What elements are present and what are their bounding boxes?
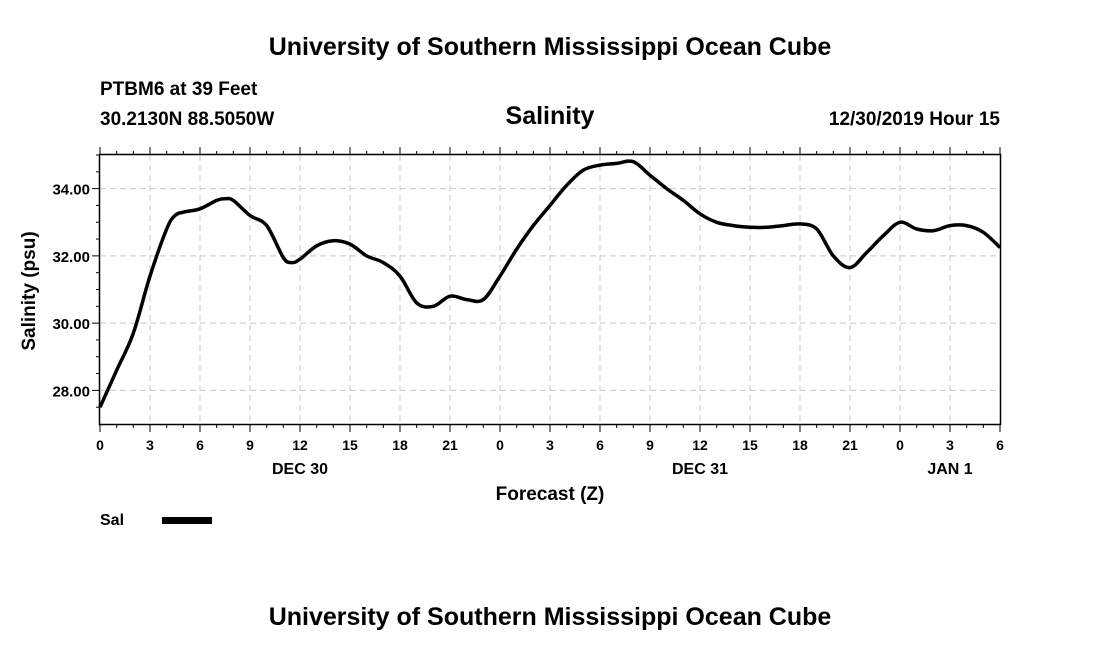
- x-tick-label: 6: [596, 437, 604, 453]
- x-tick-label: 9: [246, 437, 254, 453]
- x-tick-label: 18: [392, 437, 408, 453]
- x-tick-label: 21: [842, 437, 858, 453]
- series-line-sal: [98, 159, 1002, 408]
- x-tick-label: 12: [692, 437, 708, 453]
- axes: 28.00 30.00 32.00 34.00 0 3 6 9 12 15 18 21 0 3 6 9 12 15…: [52, 147, 1004, 478]
- x-tick-label: 15: [742, 437, 758, 453]
- series-layer: [98, 159, 1002, 408]
- x-tick-label: 21: [442, 437, 458, 453]
- legend-label: Sal: [100, 512, 124, 529]
- y-tick-label: 34.00: [52, 182, 90, 199]
- x-tick-label: 12: [292, 437, 308, 453]
- date-hour-label: 12/30/2019 Hour 15: [829, 109, 1001, 130]
- x-tick-label: 0: [496, 437, 504, 453]
- x-tick-label: 6: [996, 437, 1004, 453]
- x-axis-label: Forecast (Z): [496, 484, 605, 505]
- x-day-label: DEC 31: [672, 461, 728, 478]
- x-tick-label: 9: [646, 437, 654, 453]
- y-tick-label: 32.00: [52, 249, 90, 266]
- y-axis-label: Salinity (psu): [19, 231, 40, 350]
- x-tick-label: 18: [792, 437, 808, 453]
- x-tick-label: 3: [546, 437, 554, 453]
- x-tick-label: 3: [146, 437, 154, 453]
- x-tick-label: 0: [96, 437, 104, 453]
- grid: [100, 155, 1000, 424]
- y-tick-label: 28.00: [52, 383, 90, 400]
- x-tick-label: 6: [196, 437, 204, 453]
- chart-title: Salinity: [506, 102, 595, 130]
- x-day-label: DEC 30: [272, 461, 328, 478]
- footer-title: University of Southern Mississippi Ocean…: [269, 603, 832, 631]
- y-tick-label: 30.00: [52, 316, 90, 333]
- station-label: PTBM6 at 39 Feet: [100, 79, 258, 100]
- x-tick-label: 0: [896, 437, 904, 453]
- header-title: University of Southern Mississippi Ocean…: [269, 33, 832, 61]
- coords-label: 30.2130N 88.5050W: [100, 109, 274, 130]
- x-tick-label: 15: [342, 437, 358, 453]
- x-day-label: JAN 1: [927, 461, 972, 478]
- x-tick-label: 3: [946, 437, 954, 453]
